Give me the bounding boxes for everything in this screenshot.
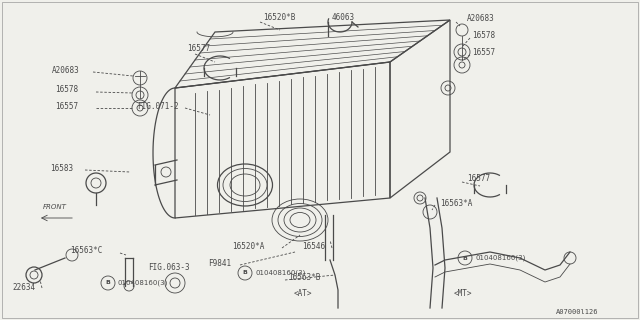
Text: 16546: 16546	[302, 242, 325, 251]
Text: FIG.071-2: FIG.071-2	[137, 101, 179, 110]
Text: 010408160(3): 010408160(3)	[255, 270, 305, 276]
Text: 16520*A: 16520*A	[232, 242, 264, 251]
Text: 010408160(3): 010408160(3)	[475, 255, 525, 261]
Text: B: B	[243, 270, 248, 276]
Text: <MT>: <MT>	[454, 290, 472, 299]
Text: 16577: 16577	[467, 173, 490, 182]
Text: <AT>: <AT>	[294, 290, 312, 299]
Text: FRONT: FRONT	[43, 204, 67, 210]
Text: 16578: 16578	[472, 30, 495, 39]
Text: A20683: A20683	[467, 13, 495, 22]
Text: 16563*B: 16563*B	[288, 274, 321, 283]
Text: 16520*B: 16520*B	[263, 12, 296, 21]
Text: 46063: 46063	[332, 12, 355, 21]
Text: B: B	[463, 255, 467, 260]
Text: 16563*C: 16563*C	[70, 245, 102, 254]
Text: FIG.063-3: FIG.063-3	[148, 263, 189, 273]
Text: 16557: 16557	[472, 47, 495, 57]
Text: A20683: A20683	[52, 66, 80, 75]
Text: A07000l126: A07000l126	[556, 309, 598, 315]
Text: 16578: 16578	[55, 84, 78, 93]
Text: B: B	[106, 281, 111, 285]
Text: F9841: F9841	[208, 259, 231, 268]
Text: 16577: 16577	[187, 44, 210, 52]
Text: 010408160(3): 010408160(3)	[118, 280, 168, 286]
Text: 16583: 16583	[50, 164, 73, 172]
Text: 16563*A: 16563*A	[440, 198, 472, 207]
Text: 16557: 16557	[55, 101, 78, 110]
Text: 22634: 22634	[12, 283, 35, 292]
